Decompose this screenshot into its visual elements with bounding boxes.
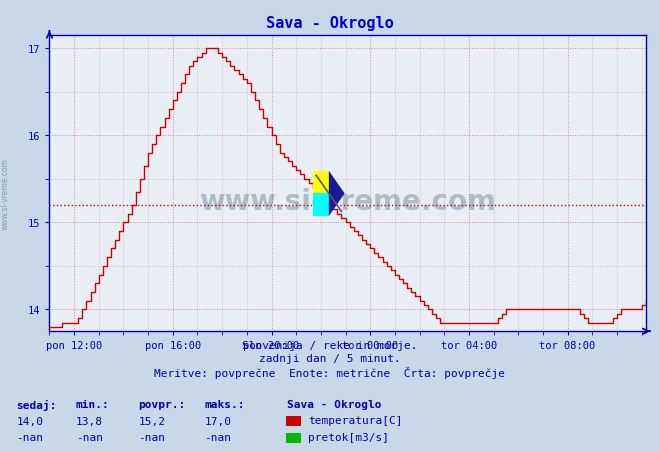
Text: Meritve: povprečne  Enote: metrične  Črta: povprečje: Meritve: povprečne Enote: metrične Črta:… — [154, 366, 505, 378]
Text: Sava - Okroglo: Sava - Okroglo — [266, 16, 393, 31]
Text: maks.:: maks.: — [204, 399, 244, 409]
Text: min.:: min.: — [76, 399, 109, 409]
Text: www.si-vreme.com: www.si-vreme.com — [1, 158, 10, 230]
Text: temperatura[C]: temperatura[C] — [308, 415, 402, 425]
Text: www.si-vreme.com: www.si-vreme.com — [199, 188, 496, 216]
Text: sedaj:: sedaj: — [16, 399, 57, 410]
Text: 15,2: 15,2 — [138, 416, 165, 426]
Text: -nan: -nan — [16, 432, 43, 442]
Text: -nan: -nan — [76, 432, 103, 442]
Text: 13,8: 13,8 — [76, 416, 103, 426]
Text: zadnji dan / 5 minut.: zadnji dan / 5 minut. — [258, 353, 401, 363]
Text: pretok[m3/s]: pretok[m3/s] — [308, 432, 389, 442]
Text: Sava - Okroglo: Sava - Okroglo — [287, 399, 381, 409]
Text: 14,0: 14,0 — [16, 416, 43, 426]
Text: -nan: -nan — [204, 432, 231, 442]
Bar — [313, 171, 329, 194]
Text: -nan: -nan — [138, 432, 165, 442]
Bar — [313, 194, 329, 216]
Polygon shape — [329, 171, 345, 216]
Text: 17,0: 17,0 — [204, 416, 231, 426]
Text: Slovenija / reke in morje.: Slovenija / reke in morje. — [242, 341, 417, 350]
Text: povpr.:: povpr.: — [138, 399, 186, 409]
